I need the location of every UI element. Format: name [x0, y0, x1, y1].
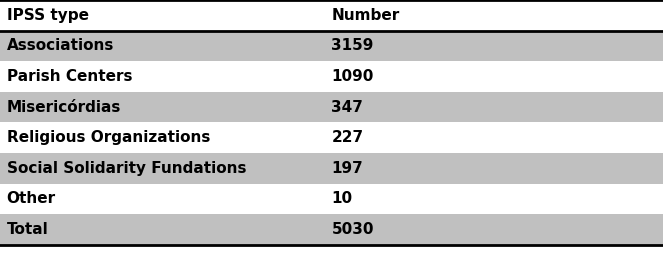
Bar	[0, 30, 663, 61]
Bar	[0, 92, 663, 122]
Text: 10: 10	[332, 192, 353, 207]
Bar	[0, 153, 663, 184]
Text: 347: 347	[332, 100, 363, 115]
Text: Total: Total	[7, 222, 48, 237]
Bar	[0, 61, 663, 92]
Text: Number: Number	[332, 8, 400, 23]
Text: Misericórdias: Misericórdias	[7, 100, 121, 115]
Bar	[0, 0, 663, 30]
Bar	[0, 214, 663, 245]
Text: 1090: 1090	[332, 69, 374, 84]
Text: Social Solidarity Fundations: Social Solidarity Fundations	[7, 161, 246, 176]
Text: 3159: 3159	[332, 38, 374, 53]
Text: 5030: 5030	[332, 222, 374, 237]
Text: Parish Centers: Parish Centers	[7, 69, 132, 84]
Text: Other: Other	[7, 192, 56, 207]
Text: 197: 197	[332, 161, 363, 176]
Text: 227: 227	[332, 130, 363, 145]
Bar	[0, 122, 663, 153]
Text: Associations: Associations	[7, 38, 114, 53]
Bar	[0, 184, 663, 214]
Text: Religious Organizations: Religious Organizations	[7, 130, 210, 145]
Text: IPSS type: IPSS type	[7, 8, 89, 23]
